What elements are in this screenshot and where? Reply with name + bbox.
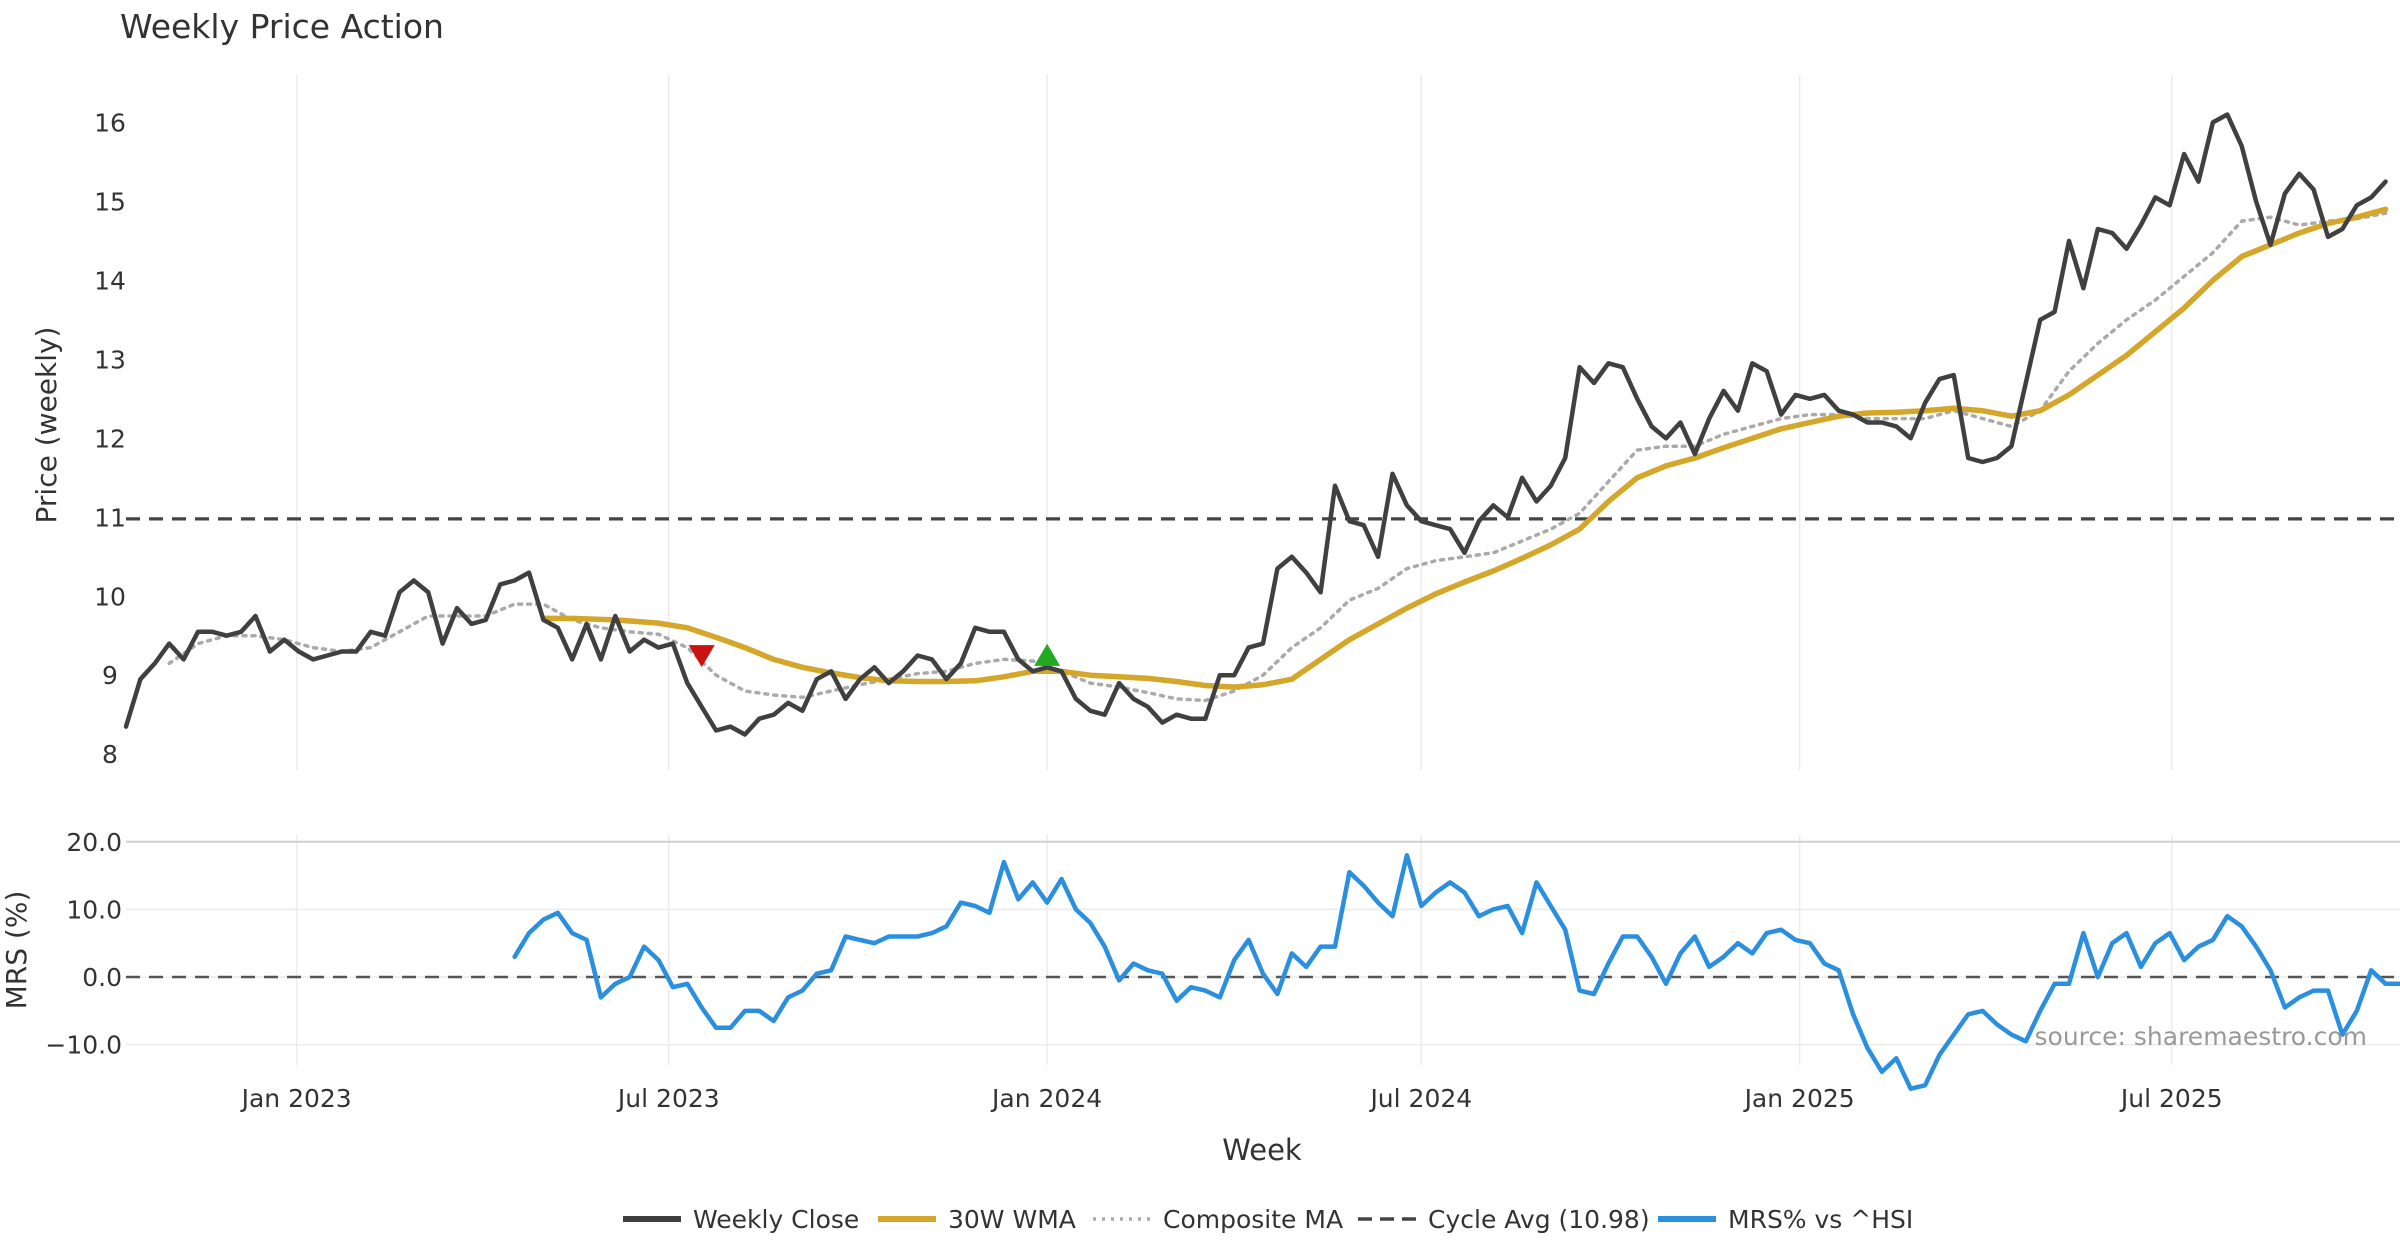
weekly-close-line [123, 112, 2388, 737]
price-y-axis-label: Price (weekly) [30, 327, 63, 524]
mrs-panel [126, 853, 2400, 1091]
mrs-y-tick-label: 20.0 [66, 828, 122, 857]
grid-lines [126, 75, 2400, 1065]
legend-label: Composite MA [1163, 1205, 1343, 1234]
x-tick-label: Jan 2024 [990, 1084, 1102, 1113]
legend-label: Weekly Close [693, 1205, 859, 1234]
x-tick-label: Jul 2024 [1368, 1084, 1472, 1113]
legend-item: 30W WMA [878, 1205, 1076, 1234]
buy-signal-marker [1034, 643, 1061, 666]
mrs-y-tick-label: 10.0 [66, 895, 122, 924]
chart-title: Weekly Price Action [120, 7, 444, 46]
wma-30w-line [540, 206, 2389, 690]
axes: Jan 2023 Jul 2023 Jan 2024 Jul 2024 Jan 2025… [45, 108, 2222, 1113]
legend-label: 30W WMA [948, 1205, 1076, 1234]
price-panel [123, 112, 2400, 737]
legend-item: Weekly Close [623, 1205, 859, 1234]
legend: Weekly Close 30W WMA Composite MA Cycle Avg… [623, 1205, 1913, 1234]
price-y-tick-label: 8 [102, 740, 118, 769]
mrs-y-axis-label: MRS (%) [0, 891, 33, 1010]
legend-item: Cycle Avg (10.98) [1358, 1205, 1650, 1234]
price-y-tick-label: 11 [94, 503, 126, 532]
sell-signal-marker [688, 645, 715, 668]
price-y-tick-label: 13 [94, 345, 126, 374]
price-y-tick-label: 16 [94, 108, 126, 137]
x-axis-label: Week [1222, 1133, 1302, 1167]
mrs-line [512, 853, 2400, 1091]
price-y-tick-label: 14 [94, 266, 126, 295]
mrs-y-tick-label: −10.0 [45, 1031, 122, 1060]
price-y-tick-label: 12 [94, 424, 126, 453]
price-y-tick-label: 15 [94, 187, 126, 216]
composite-ma-line [167, 211, 2388, 703]
x-tick-label: Jan 2023 [240, 1084, 352, 1113]
legend-item: MRS% vs ^HSI [1658, 1205, 1913, 1234]
price-y-tick-label: 9 [102, 661, 118, 690]
price-y-tick-label: 10 [94, 582, 126, 611]
mrs-y-tick-label: 0.0 [82, 963, 122, 992]
source-annotation: source: sharemaestro.com [2035, 1022, 2368, 1051]
x-tick-label: Jul 2025 [2119, 1084, 2223, 1113]
x-tick-label: Jan 2025 [1743, 1084, 1855, 1113]
legend-item: Composite MA [1093, 1205, 1343, 1234]
legend-label: MRS% vs ^HSI [1728, 1205, 1913, 1234]
x-tick-label: Jul 2023 [616, 1084, 720, 1113]
legend-label: Cycle Avg (10.98) [1428, 1205, 1650, 1234]
